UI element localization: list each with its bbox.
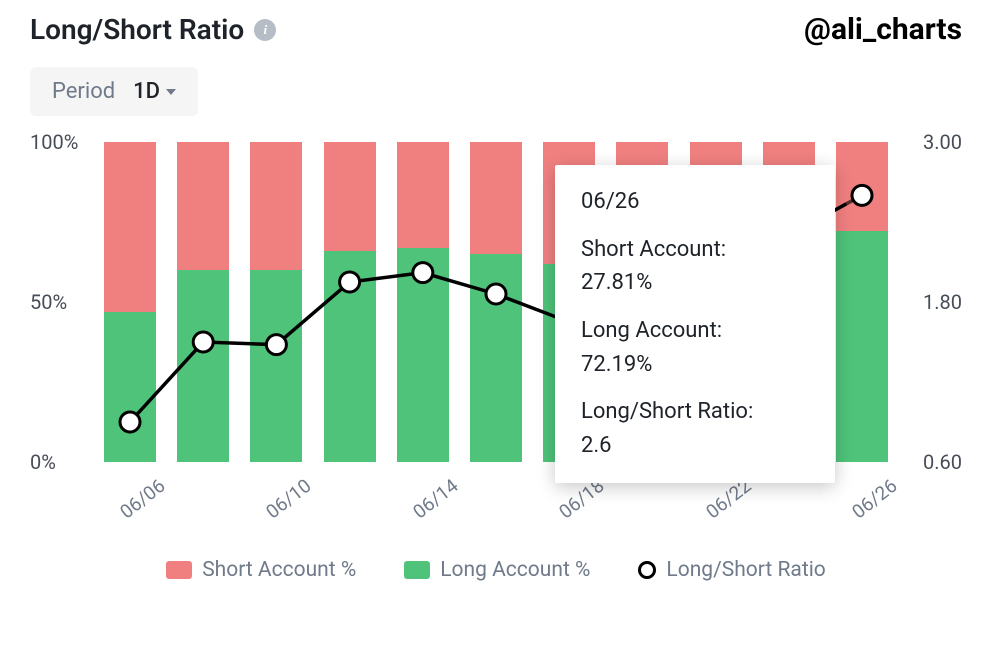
legend-label-short: Short Account % [202, 558, 356, 582]
legend-item-short: Short Account % [166, 558, 356, 582]
y-right-tick: 1.80 [923, 290, 962, 314]
legend-swatch-long [404, 561, 430, 579]
period-label: Period [52, 79, 115, 104]
y-right-tick: 0.60 [923, 450, 962, 474]
y-left-tick: 50% [30, 290, 67, 314]
tooltip-row-label: Short Account: [581, 235, 809, 265]
ratio-marker[interactable] [193, 332, 213, 352]
legend-label-long: Long Account % [440, 558, 590, 582]
ratio-marker[interactable] [852, 185, 872, 205]
ratio-marker[interactable] [486, 284, 506, 304]
x-tick-label: 06/14 [408, 474, 462, 523]
ratio-marker[interactable] [413, 263, 433, 283]
tooltip-row-value: 72.19% [581, 350, 809, 380]
ratio-marker[interactable] [266, 335, 286, 355]
ratio-marker[interactable] [120, 412, 140, 432]
tooltip-row-label: Long Account: [581, 316, 809, 346]
chevron-down-icon [166, 89, 176, 95]
tooltip-row-label: Long/Short Ratio: [581, 397, 809, 427]
period-selector[interactable]: Period 1D [30, 67, 198, 116]
chart-tooltip: 06/26 Short Account: 27.81% Long Account… [555, 165, 835, 483]
x-tick-label: 06/06 [115, 474, 169, 523]
y-left-tick: 100% [30, 130, 78, 154]
chart-title: Long/Short Ratio [30, 13, 244, 46]
x-tick-label: 06/10 [262, 474, 316, 523]
info-icon[interactable]: i [254, 19, 276, 41]
period-value: 1D [133, 79, 160, 104]
y-left-tick: 0% [30, 450, 56, 474]
legend-item-ratio: Long/Short Ratio [638, 558, 825, 582]
tooltip-row-value: 2.6 [581, 431, 809, 461]
ratio-marker[interactable] [340, 272, 360, 292]
watermark-handle: @ali_charts [804, 12, 962, 47]
x-tick-label: 06/26 [847, 474, 901, 523]
tooltip-date: 06/26 [581, 187, 809, 217]
y-right-tick: 3.00 [923, 130, 962, 154]
legend-item-long: Long Account % [404, 558, 590, 582]
tooltip-row-value: 27.81% [581, 268, 809, 298]
legend-marker-ratio [638, 561, 656, 579]
legend-label-ratio: Long/Short Ratio [666, 558, 825, 582]
legend-swatch-short [166, 561, 192, 579]
